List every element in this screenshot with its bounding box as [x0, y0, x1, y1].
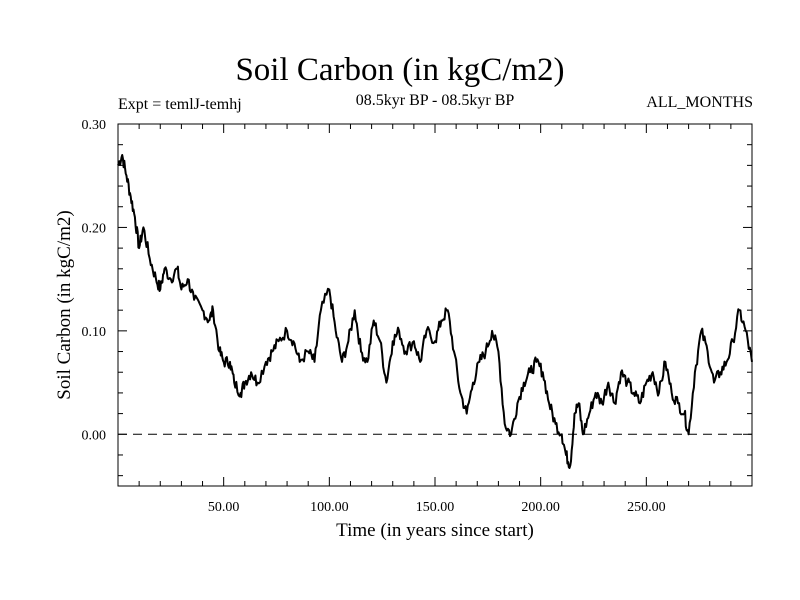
y-axis-label: Soil Carbon (in kgC/m2)	[54, 210, 75, 399]
y-tick-label: 0.10	[82, 325, 107, 340]
months-label: ALL_MONTHS	[646, 94, 753, 111]
plot-frame	[117, 123, 753, 487]
chart-title: Soil Carbon (in kgC/m2)	[235, 52, 565, 88]
x-tick-label: 100.00	[310, 500, 349, 515]
y-tick-label: 0.20	[82, 221, 107, 236]
x-tick-label: 200.00	[521, 500, 560, 515]
soil-carbon-series-line	[117, 154, 753, 469]
experiment-label: Expt = temlJ-temhj	[118, 96, 242, 113]
y-tick-label: 0.00	[82, 428, 107, 443]
x-tick-label: 50.00	[208, 500, 240, 515]
x-tick-label: 250.00	[627, 500, 666, 515]
x-axis-label: Time (in years since start)	[336, 520, 534, 541]
x-tick-label: 150.00	[416, 500, 455, 515]
chart-subtitle: 08.5kyr BP - 08.5kyr BP	[355, 92, 515, 109]
y-tick-label: 0.30	[82, 118, 107, 133]
